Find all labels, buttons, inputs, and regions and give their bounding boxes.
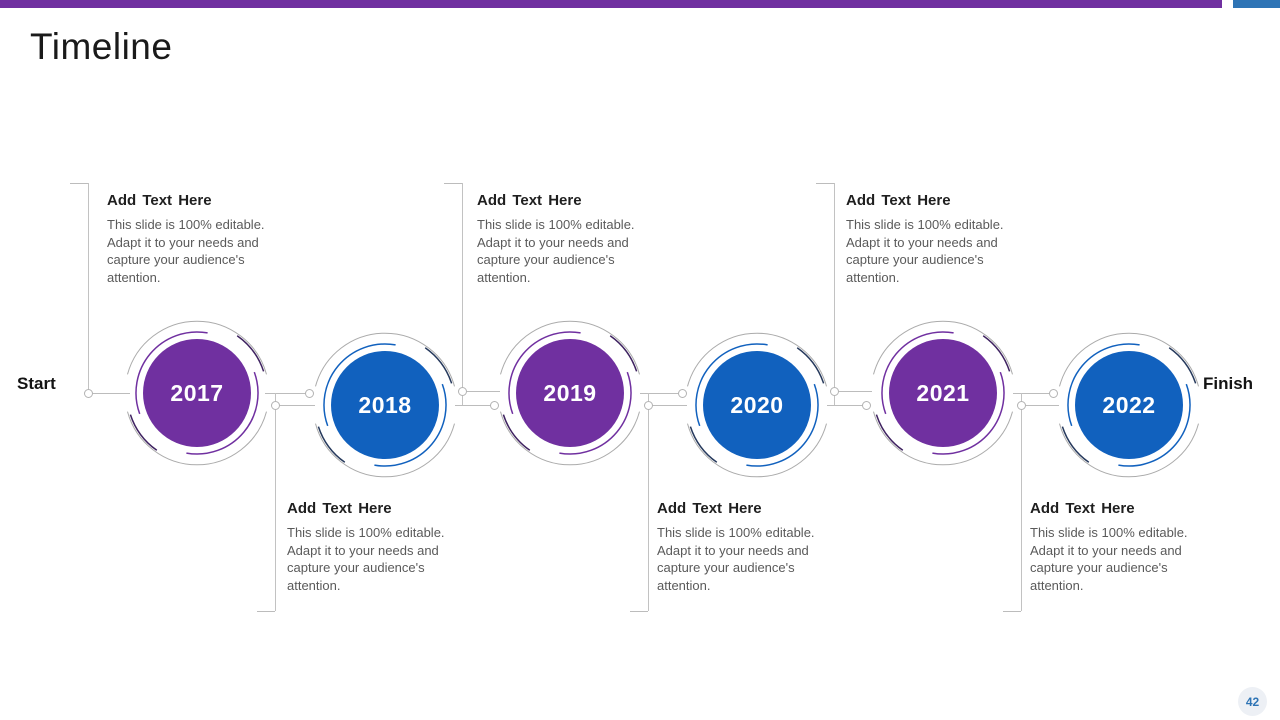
start-label: Start bbox=[17, 374, 56, 393]
connector-line bbox=[1013, 393, 1055, 394]
finish-label: Finish bbox=[1203, 374, 1254, 393]
milestone-2022: 2022 bbox=[1049, 325, 1209, 485]
connector-stub bbox=[462, 391, 463, 405]
note-below-2022: Add Text Here This slide is 100% editabl… bbox=[1030, 500, 1202, 594]
note-heading: Add Text Here bbox=[846, 192, 951, 209]
milestone-2018: 2018 bbox=[305, 325, 465, 485]
milestone-rings bbox=[127, 320, 267, 466]
note-body: This slide is 100% editable. Adapt it to… bbox=[287, 525, 445, 593]
inner-circle bbox=[1075, 351, 1183, 459]
note-connector-line bbox=[88, 183, 89, 393]
connector-line bbox=[834, 391, 872, 392]
note-body: This slide is 100% editable. Adapt it to… bbox=[846, 217, 1004, 285]
connector-line bbox=[640, 393, 684, 394]
year-label: 2022 bbox=[1102, 391, 1156, 418]
note-connector-line bbox=[1021, 405, 1022, 611]
note-above-2021: Add Text Here This slide is 100% editabl… bbox=[846, 192, 1018, 286]
connector-line bbox=[265, 393, 311, 394]
inner-circle bbox=[703, 351, 811, 459]
inner-circle bbox=[143, 339, 251, 447]
year-label: 2019 bbox=[543, 379, 597, 406]
note-connector-line bbox=[648, 405, 649, 611]
connector-tick bbox=[816, 183, 834, 184]
connector-node bbox=[84, 389, 93, 398]
connector-line bbox=[275, 405, 315, 406]
milestone-rings bbox=[873, 320, 1013, 466]
connector-node bbox=[862, 401, 871, 410]
page-number-badge: 42 bbox=[1238, 687, 1267, 716]
note-body: This slide is 100% editable. Adapt it to… bbox=[477, 217, 635, 285]
year-label: 2018 bbox=[358, 391, 412, 418]
milestone-rings bbox=[500, 320, 640, 466]
connector-node bbox=[1017, 401, 1026, 410]
connector-node bbox=[458, 387, 467, 396]
connector-stub bbox=[275, 393, 276, 405]
note-connector-line bbox=[275, 405, 276, 611]
connector-line bbox=[1021, 405, 1059, 406]
connector-line bbox=[88, 393, 130, 394]
connector-node bbox=[271, 401, 280, 410]
connector-node bbox=[1049, 389, 1058, 398]
note-above-2019: Add Text Here This slide is 100% editabl… bbox=[477, 192, 649, 286]
note-body: This slide is 100% editable. Adapt it to… bbox=[657, 525, 815, 593]
milestone-2020: 2020 bbox=[677, 325, 837, 485]
connector-stub bbox=[1021, 393, 1022, 405]
connector-tick bbox=[444, 183, 462, 184]
connector-line bbox=[462, 391, 500, 392]
page-title: Timeline bbox=[30, 26, 173, 67]
note-heading: Add Text Here bbox=[107, 192, 212, 209]
milestone-rings bbox=[1059, 332, 1199, 478]
note-heading: Add Text Here bbox=[657, 500, 762, 517]
connector-tick bbox=[630, 611, 648, 612]
note-below-2018: Add Text Here This slide is 100% editabl… bbox=[287, 500, 459, 594]
connector-node bbox=[490, 401, 499, 410]
milestone-2021: 2021 bbox=[863, 313, 1023, 473]
year-label: 2017 bbox=[170, 379, 224, 406]
note-heading: Add Text Here bbox=[287, 500, 392, 517]
connector-node bbox=[305, 389, 314, 398]
note-body: This slide is 100% editable. Adapt it to… bbox=[1030, 525, 1188, 593]
connector-node bbox=[644, 401, 653, 410]
note-heading: Add Text Here bbox=[1030, 500, 1135, 517]
connector-tick bbox=[70, 183, 88, 184]
note-above-2017: Add Text Here This slide is 100% editabl… bbox=[107, 192, 279, 286]
note-connector-line bbox=[462, 183, 463, 391]
milestone-2019: 2019 bbox=[490, 313, 650, 473]
note-heading: Add Text Here bbox=[477, 192, 582, 209]
connector-node bbox=[830, 387, 839, 396]
inner-circle bbox=[516, 339, 624, 447]
note-body: This slide is 100% editable. Adapt it to… bbox=[107, 217, 265, 285]
connector-line bbox=[827, 405, 868, 406]
note-below-2020: Add Text Here This slide is 100% editabl… bbox=[657, 500, 829, 594]
year-label: 2021 bbox=[916, 379, 970, 406]
connector-tick bbox=[257, 611, 275, 612]
connector-tick bbox=[1003, 611, 1021, 612]
inner-circle bbox=[331, 351, 439, 459]
top-bar-purple bbox=[0, 0, 1222, 8]
connector-stub bbox=[834, 391, 835, 405]
year-label: 2020 bbox=[730, 391, 784, 418]
connector-line bbox=[455, 405, 496, 406]
connector-stub bbox=[648, 393, 649, 405]
milestone-rings bbox=[687, 332, 827, 478]
top-bar-blue bbox=[1233, 0, 1280, 8]
milestone-rings bbox=[315, 332, 455, 478]
inner-circle bbox=[889, 339, 997, 447]
note-connector-line bbox=[834, 183, 835, 391]
milestone-2017: 2017 bbox=[117, 313, 277, 473]
connector-line bbox=[648, 405, 687, 406]
connector-node bbox=[678, 389, 687, 398]
page-number: 42 bbox=[1245, 694, 1260, 709]
